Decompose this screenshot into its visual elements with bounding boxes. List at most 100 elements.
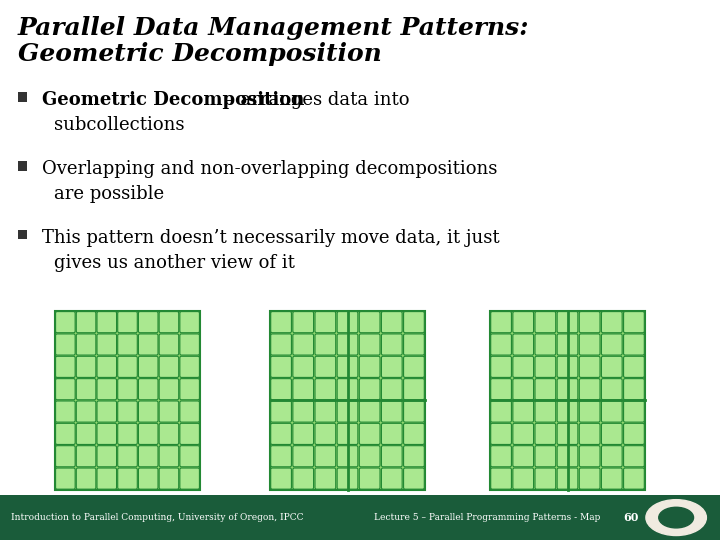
FancyBboxPatch shape [97, 401, 117, 422]
FancyBboxPatch shape [535, 356, 556, 377]
FancyBboxPatch shape [624, 423, 644, 444]
Circle shape [646, 500, 706, 536]
FancyBboxPatch shape [601, 379, 622, 400]
FancyBboxPatch shape [580, 312, 600, 333]
FancyBboxPatch shape [117, 379, 138, 400]
FancyBboxPatch shape [117, 312, 138, 333]
FancyBboxPatch shape [535, 379, 556, 400]
FancyBboxPatch shape [557, 334, 578, 355]
FancyBboxPatch shape [138, 312, 158, 333]
FancyBboxPatch shape [271, 423, 292, 444]
Bar [55, 311, 200, 490]
FancyBboxPatch shape [293, 401, 314, 422]
FancyBboxPatch shape [76, 423, 96, 444]
Bar [270, 311, 425, 490]
FancyBboxPatch shape [76, 401, 96, 422]
FancyBboxPatch shape [624, 334, 644, 355]
FancyBboxPatch shape [491, 356, 511, 377]
FancyBboxPatch shape [293, 379, 314, 400]
FancyBboxPatch shape [557, 356, 578, 377]
FancyBboxPatch shape [180, 401, 199, 422]
FancyBboxPatch shape [382, 423, 402, 444]
FancyBboxPatch shape [76, 468, 96, 489]
FancyBboxPatch shape [315, 379, 336, 400]
FancyBboxPatch shape [159, 312, 179, 333]
FancyBboxPatch shape [55, 423, 75, 444]
FancyBboxPatch shape [159, 379, 179, 400]
FancyBboxPatch shape [76, 334, 96, 355]
FancyBboxPatch shape [337, 446, 358, 467]
FancyBboxPatch shape [491, 446, 511, 467]
Text: Geometric Decomposition: Geometric Decomposition [18, 42, 382, 66]
FancyBboxPatch shape [580, 446, 600, 467]
FancyBboxPatch shape [359, 468, 380, 489]
FancyBboxPatch shape [55, 379, 75, 400]
FancyBboxPatch shape [601, 401, 622, 422]
FancyBboxPatch shape [138, 423, 158, 444]
FancyBboxPatch shape [404, 356, 424, 377]
FancyBboxPatch shape [624, 356, 644, 377]
FancyBboxPatch shape [580, 334, 600, 355]
FancyBboxPatch shape [404, 446, 424, 467]
FancyBboxPatch shape [138, 446, 158, 467]
FancyBboxPatch shape [513, 423, 534, 444]
FancyBboxPatch shape [513, 446, 534, 467]
FancyBboxPatch shape [359, 312, 380, 333]
Text: – arranges data into: – arranges data into [220, 91, 410, 109]
FancyBboxPatch shape [159, 446, 179, 467]
FancyBboxPatch shape [271, 334, 292, 355]
FancyBboxPatch shape [337, 356, 358, 377]
FancyBboxPatch shape [404, 379, 424, 400]
FancyBboxPatch shape [55, 356, 75, 377]
FancyBboxPatch shape [624, 446, 644, 467]
FancyBboxPatch shape [315, 356, 336, 377]
FancyBboxPatch shape [337, 334, 358, 355]
FancyBboxPatch shape [513, 379, 534, 400]
FancyBboxPatch shape [404, 312, 424, 333]
FancyBboxPatch shape [159, 356, 179, 377]
FancyBboxPatch shape [359, 423, 380, 444]
FancyBboxPatch shape [55, 401, 75, 422]
FancyBboxPatch shape [159, 423, 179, 444]
Text: Lecture 5 – Parallel Programming Patterns - Map: Lecture 5 – Parallel Programming Pattern… [374, 513, 600, 522]
FancyBboxPatch shape [601, 312, 622, 333]
FancyBboxPatch shape [337, 312, 358, 333]
FancyBboxPatch shape [159, 401, 179, 422]
FancyBboxPatch shape [382, 401, 402, 422]
FancyBboxPatch shape [271, 446, 292, 467]
FancyBboxPatch shape [580, 423, 600, 444]
FancyBboxPatch shape [315, 334, 336, 355]
Text: This pattern doesn’t necessarily move data, it just: This pattern doesn’t necessarily move da… [42, 228, 500, 247]
FancyBboxPatch shape [382, 312, 402, 333]
FancyBboxPatch shape [97, 468, 117, 489]
FancyBboxPatch shape [382, 356, 402, 377]
FancyBboxPatch shape [117, 446, 138, 467]
FancyBboxPatch shape [513, 468, 534, 489]
FancyBboxPatch shape [76, 446, 96, 467]
FancyBboxPatch shape [271, 468, 292, 489]
FancyBboxPatch shape [117, 423, 138, 444]
FancyBboxPatch shape [315, 401, 336, 422]
FancyBboxPatch shape [557, 423, 578, 444]
FancyBboxPatch shape [159, 334, 179, 355]
FancyBboxPatch shape [138, 401, 158, 422]
FancyBboxPatch shape [382, 334, 402, 355]
Text: Geometric Decomposition: Geometric Decomposition [42, 91, 305, 109]
FancyBboxPatch shape [624, 312, 644, 333]
Bar [490, 311, 645, 490]
FancyBboxPatch shape [76, 312, 96, 333]
FancyBboxPatch shape [513, 401, 534, 422]
FancyBboxPatch shape [580, 379, 600, 400]
FancyBboxPatch shape [117, 356, 138, 377]
Text: Introduction to Parallel Computing, University of Oregon, IPCC: Introduction to Parallel Computing, Univ… [11, 513, 303, 522]
Bar [18, 230, 27, 239]
FancyBboxPatch shape [404, 401, 424, 422]
FancyBboxPatch shape [624, 468, 644, 489]
FancyBboxPatch shape [293, 468, 314, 489]
FancyBboxPatch shape [97, 446, 117, 467]
FancyBboxPatch shape [624, 401, 644, 422]
FancyBboxPatch shape [117, 401, 138, 422]
FancyBboxPatch shape [535, 312, 556, 333]
FancyBboxPatch shape [580, 356, 600, 377]
FancyBboxPatch shape [138, 334, 158, 355]
